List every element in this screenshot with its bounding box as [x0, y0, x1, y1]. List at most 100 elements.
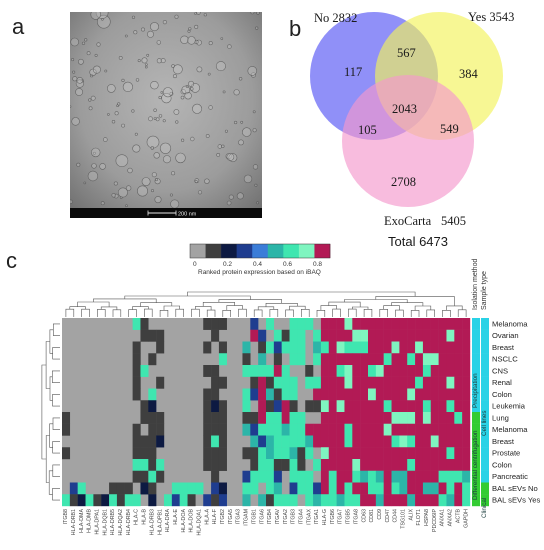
heatmap-cell — [399, 318, 408, 330]
heatmap-cell — [132, 388, 141, 401]
heatmap-cell — [446, 470, 455, 483]
heatmap-cell — [368, 494, 377, 507]
heatmap-cell — [430, 376, 439, 389]
heatmap-cell — [344, 494, 353, 507]
heatmap-cell — [438, 423, 447, 436]
row-label: Melanoma — [492, 425, 528, 434]
vesicle — [102, 137, 108, 142]
vesicle — [118, 56, 123, 60]
heatmap-cell — [140, 400, 149, 413]
heatmap-cell — [375, 470, 384, 483]
vesicle — [163, 155, 172, 164]
heatmap-cell — [328, 435, 337, 448]
vesicle — [114, 111, 119, 116]
heatmap-cell — [156, 412, 165, 424]
heatmap-cell — [171, 494, 180, 507]
vesicle — [131, 15, 136, 19]
heatmap-cell — [462, 447, 471, 460]
vesicle — [238, 77, 243, 81]
heatmap-cell — [368, 341, 377, 354]
heatmap-cell — [407, 447, 416, 460]
column-label: HLA-DRB4 — [126, 509, 132, 535]
heatmap-cell — [383, 388, 392, 401]
heatmap-cell — [289, 494, 298, 507]
heatmap-cell — [148, 494, 157, 507]
heatmap-cell — [242, 341, 251, 354]
vesicle — [111, 193, 116, 198]
column-label: FLOT1 — [416, 509, 422, 526]
heatmap-cell — [422, 353, 431, 366]
heatmap-cell — [305, 318, 314, 330]
heatmap-cell — [368, 470, 377, 483]
heatmap-cell — [462, 423, 471, 436]
heatmap-cell — [383, 318, 392, 330]
heatmap-cell — [320, 365, 329, 377]
heatmap-cell — [344, 423, 353, 436]
vesicle — [100, 201, 105, 206]
vesicle — [141, 57, 148, 64]
venn-diagram: No 2832 Yes 3543 ExoCarta 5405 117 384 5… — [310, 10, 514, 249]
colorbar-swatch — [298, 244, 315, 258]
heatmap-cell — [266, 412, 275, 424]
column-label: HLA-E — [173, 509, 179, 525]
heatmap-cell — [69, 482, 78, 495]
vesicle — [95, 12, 109, 19]
heatmap-cell — [211, 423, 220, 436]
heatmap-cell — [336, 365, 345, 377]
vesicle — [70, 199, 73, 204]
vesicle — [111, 119, 116, 124]
heatmap-cell — [352, 388, 361, 401]
heatmap-cell — [454, 435, 463, 448]
heatmap-cell — [454, 482, 463, 495]
vesicle — [150, 80, 159, 90]
annot-type-cell — [481, 494, 489, 507]
heatmap-cell — [360, 435, 369, 448]
vesicle — [77, 58, 84, 65]
vesicle — [187, 36, 196, 45]
heatmap-cell — [336, 482, 345, 495]
heatmap-cell — [313, 459, 322, 471]
heatmap-cell — [454, 376, 463, 389]
heatmap-cell — [415, 412, 424, 424]
vesicle — [160, 91, 164, 94]
vesicle — [238, 139, 244, 146]
heatmap-cell — [360, 329, 369, 342]
heatmap-cell — [273, 459, 282, 471]
heatmap-cell — [289, 470, 298, 483]
heatmap-cell — [140, 470, 149, 483]
vesicle — [220, 37, 224, 40]
heatmap-cell — [203, 447, 212, 460]
heatmap-cell — [313, 341, 322, 354]
heatmap-cell — [454, 412, 463, 424]
heatmap-cell — [391, 365, 400, 377]
heatmap-cell — [124, 482, 133, 495]
heatmap-cell — [328, 353, 337, 366]
column-label: ITGB4 — [267, 509, 273, 524]
heatmap-cell — [328, 459, 337, 471]
heatmap-cell — [297, 435, 306, 448]
heatmap-cell — [399, 435, 408, 448]
heatmap-cell — [273, 435, 282, 448]
annot-type-cell — [481, 388, 489, 401]
heatmap-cell — [383, 470, 392, 483]
heatmap-cell — [148, 400, 157, 413]
heatmap-cell — [281, 365, 290, 377]
heatmap-cell — [430, 482, 439, 495]
heatmap-cell — [352, 365, 361, 377]
vesicle — [156, 58, 162, 64]
heatmap-cell — [422, 470, 431, 483]
heatmap-cell — [336, 447, 345, 460]
heatmap-cell — [148, 388, 157, 401]
heatmap-cell — [242, 412, 251, 424]
heatmap-cell — [273, 329, 282, 342]
heatmap-cell — [156, 376, 165, 389]
heatmap-cell — [258, 376, 267, 389]
heatmap-cell — [266, 482, 275, 495]
heatmap-cell — [320, 494, 329, 507]
vesicle — [145, 65, 148, 69]
heatmap-cell — [203, 494, 212, 507]
heatmap-cell — [368, 435, 377, 448]
heatmap-cell — [211, 329, 220, 342]
heatmap-cell — [203, 318, 212, 330]
heatmap-cell — [344, 376, 353, 389]
